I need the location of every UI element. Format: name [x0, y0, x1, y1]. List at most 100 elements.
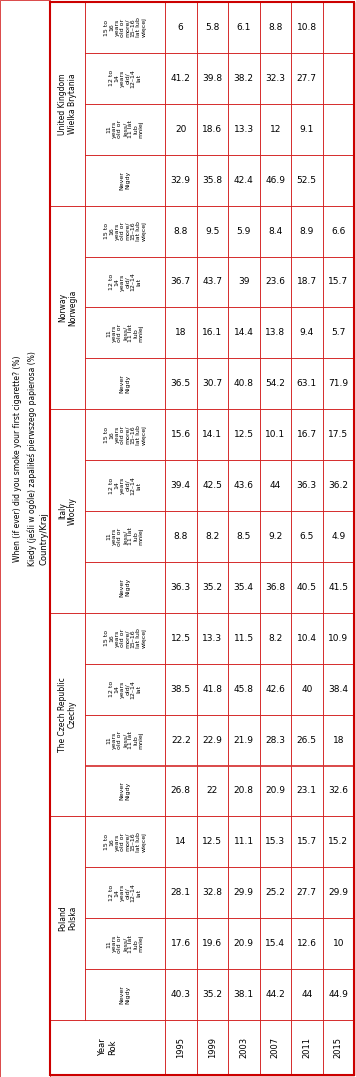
Text: The Czech Republic
Czechy: The Czech Republic Czechy: [58, 677, 77, 752]
Bar: [197, 510, 228, 562]
Text: 9.1: 9.1: [299, 125, 314, 134]
Text: 13.3: 13.3: [234, 125, 254, 134]
Text: 22: 22: [206, 786, 218, 796]
Bar: [197, 155, 228, 206]
Bar: [291, 1020, 323, 1075]
Text: 40.3: 40.3: [171, 990, 191, 999]
Bar: [85, 562, 165, 613]
Bar: [165, 663, 197, 715]
Bar: [323, 663, 354, 715]
Text: 17.5: 17.5: [328, 430, 348, 439]
Bar: [85, 613, 165, 663]
Text: 15 to
16
years
old or
more/
15–16
lat lub
więcej: 15 to 16 years old or more/ 15–16 lat lu…: [104, 628, 146, 648]
Bar: [197, 613, 228, 663]
Bar: [228, 613, 260, 663]
Bar: [165, 969, 197, 1020]
Bar: [85, 53, 165, 103]
Bar: [165, 613, 197, 663]
Bar: [197, 409, 228, 460]
Text: 43.7: 43.7: [202, 278, 222, 286]
Bar: [260, 867, 291, 919]
Bar: [85, 409, 165, 460]
Text: 8.8: 8.8: [174, 226, 188, 236]
Bar: [228, 53, 260, 103]
Bar: [165, 867, 197, 919]
Text: 35.4: 35.4: [234, 583, 254, 592]
Bar: [165, 510, 197, 562]
Text: 11
years
old or
less/
11 lat
lub
mniej: 11 years old or less/ 11 lat lub mniej: [106, 528, 144, 546]
Bar: [50, 409, 85, 613]
Bar: [291, 715, 323, 766]
Text: 2003: 2003: [239, 1037, 248, 1058]
Bar: [323, 919, 354, 969]
Bar: [85, 867, 165, 919]
Text: 44: 44: [269, 481, 281, 490]
Bar: [50, 2, 354, 1075]
Text: 42.6: 42.6: [265, 685, 285, 694]
Bar: [50, 2, 354, 1075]
Bar: [197, 867, 228, 919]
Bar: [85, 816, 165, 867]
Bar: [228, 256, 260, 307]
Text: 18: 18: [175, 328, 187, 337]
Text: 44.9: 44.9: [328, 990, 348, 999]
Bar: [197, 2, 228, 53]
Text: 36.3: 36.3: [171, 583, 191, 592]
Bar: [291, 256, 323, 307]
Bar: [260, 510, 291, 562]
Bar: [323, 307, 354, 359]
Text: Never
Nigdy: Never Nigdy: [120, 375, 130, 393]
Bar: [50, 613, 85, 816]
Bar: [197, 715, 228, 766]
Text: 43.6: 43.6: [234, 481, 254, 490]
Bar: [197, 460, 228, 510]
Bar: [260, 1020, 291, 1075]
Bar: [260, 562, 291, 613]
Text: 36.3: 36.3: [297, 481, 317, 490]
Text: Never
Nigdy: Never Nigdy: [120, 171, 130, 190]
Text: 39.8: 39.8: [202, 74, 222, 83]
Bar: [165, 256, 197, 307]
Bar: [260, 206, 291, 256]
Text: Poland
Polska: Poland Polska: [58, 906, 77, 932]
Bar: [85, 307, 165, 359]
Text: 44: 44: [301, 990, 312, 999]
Bar: [85, 256, 165, 307]
Bar: [291, 816, 323, 867]
Bar: [291, 307, 323, 359]
Text: 20.9: 20.9: [265, 786, 285, 796]
Bar: [228, 510, 260, 562]
Bar: [291, 613, 323, 663]
Bar: [228, 867, 260, 919]
Bar: [85, 715, 165, 766]
Text: 27.7: 27.7: [297, 74, 317, 83]
Bar: [291, 103, 323, 155]
Bar: [323, 867, 354, 919]
Text: Year
Rok: Year Rok: [98, 1038, 117, 1057]
Bar: [197, 969, 228, 1020]
Text: 41.2: 41.2: [171, 74, 191, 83]
Bar: [323, 53, 354, 103]
Bar: [291, 359, 323, 409]
Bar: [323, 562, 354, 613]
Bar: [323, 103, 354, 155]
Text: Norway
Norwegia: Norway Norwegia: [58, 290, 77, 325]
Text: 32.6: 32.6: [328, 786, 348, 796]
Text: 11
years
old or
less/
11 lat
lub
mniej: 11 years old or less/ 11 lat lub mniej: [106, 731, 144, 750]
Text: 19.6: 19.6: [202, 939, 222, 948]
Bar: [323, 715, 354, 766]
Text: 13.8: 13.8: [265, 328, 285, 337]
Text: 44.2: 44.2: [265, 990, 285, 999]
Text: 12.6: 12.6: [297, 939, 317, 948]
Text: 38.2: 38.2: [234, 74, 254, 83]
Text: 18.6: 18.6: [202, 125, 222, 134]
Text: 16.1: 16.1: [202, 328, 222, 337]
Bar: [165, 715, 197, 766]
Text: 52.5: 52.5: [297, 176, 317, 184]
Text: 41.5: 41.5: [328, 583, 348, 592]
Bar: [291, 206, 323, 256]
Text: 8.8: 8.8: [268, 23, 282, 32]
Text: 26.5: 26.5: [297, 736, 317, 744]
Text: 10.1: 10.1: [265, 430, 285, 439]
Bar: [228, 155, 260, 206]
